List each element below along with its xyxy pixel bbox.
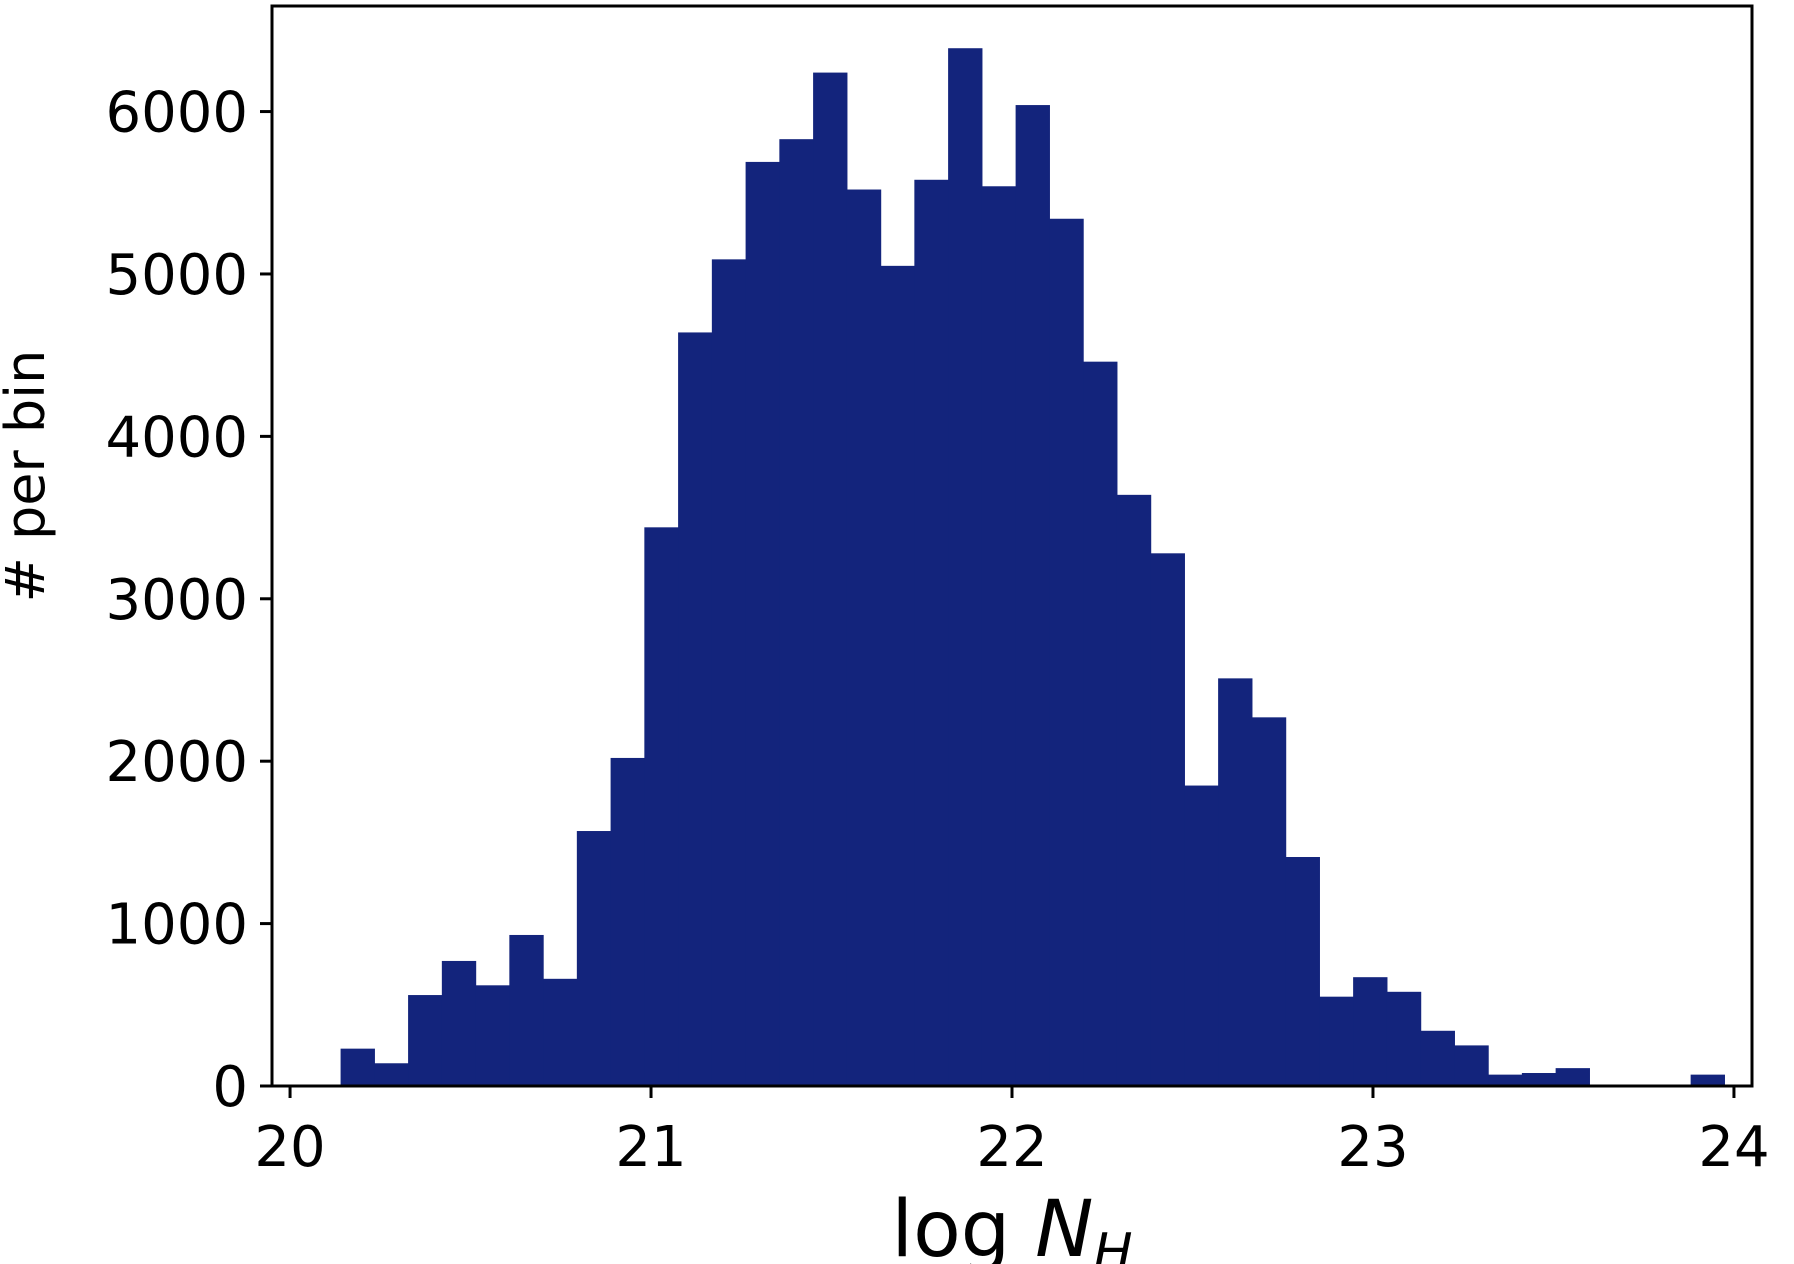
x-axis-label-subscript: H (1093, 1223, 1132, 1264)
histogram-bar (509, 934, 544, 1086)
y-tick-label: 6000 (105, 81, 248, 146)
y-axis-ticks: 0 1000 2000 3000 4000 5000 6000 (105, 81, 272, 1120)
histogram-bar (846, 189, 882, 1086)
histogram-bar (1218, 678, 1253, 1086)
histogram-bar (1319, 996, 1354, 1086)
histogram-bar (441, 960, 477, 1086)
histogram-bar (1285, 857, 1320, 1086)
histogram-bar (678, 332, 713, 1086)
histogram-bar (779, 139, 814, 1087)
histogram-bar (610, 757, 645, 1086)
histogram-bar (880, 265, 915, 1086)
histogram-bar (711, 259, 747, 1086)
x-tick-label: 23 (1337, 1115, 1408, 1180)
histogram-bar (408, 995, 443, 1086)
histogram-bar (576, 831, 612, 1086)
histogram-bar (1015, 105, 1050, 1086)
histogram-bar (1353, 977, 1388, 1086)
x-axis-label-symbol: N (1035, 1185, 1093, 1264)
histogram-bar (1555, 1068, 1590, 1086)
histogram-bar (1251, 717, 1287, 1086)
histogram-bar (340, 1048, 375, 1086)
y-axis-label: # per bin (0, 350, 57, 603)
x-tick-label: 21 (615, 1115, 686, 1180)
y-tick-label: 2000 (105, 730, 248, 795)
histogram-bar (644, 527, 679, 1086)
histogram-bar (813, 72, 848, 1086)
x-tick-label: 20 (254, 1115, 325, 1180)
y-tick-label: 4000 (105, 405, 248, 470)
histogram-bar (1386, 991, 1422, 1086)
y-tick-label: 0 (212, 1055, 248, 1120)
histogram-bar (1420, 1030, 1455, 1086)
y-tick-label: 1000 (105, 893, 248, 958)
histogram-bar (543, 978, 578, 1086)
histogram-bar (948, 48, 983, 1086)
x-axis-label: log NH (891, 1185, 1132, 1264)
histogram-bar (1454, 1045, 1489, 1086)
histogram-bar (1150, 553, 1185, 1086)
bars-group (340, 48, 1725, 1087)
histogram-bar (981, 186, 1017, 1086)
histogram-bar (1049, 218, 1084, 1086)
histogram-bar (914, 179, 949, 1087)
x-axis-ticks: 20 21 22 23 24 (254, 1086, 1770, 1180)
x-tick-label: 24 (1698, 1115, 1769, 1180)
histogram-bar (1083, 361, 1118, 1086)
histogram-bar (1488, 1074, 1523, 1086)
y-tick-label: 3000 (105, 568, 248, 633)
histogram-bar (475, 985, 510, 1086)
histogram-bar (374, 1063, 409, 1086)
y-tick-label: 5000 (105, 243, 248, 308)
x-tick-label: 22 (976, 1115, 1047, 1180)
histogram-bar (1116, 494, 1152, 1086)
histogram-bar (745, 161, 780, 1086)
histogram-bar (1521, 1073, 1557, 1086)
histogram-bar (1690, 1074, 1725, 1086)
histogram-bar (1184, 785, 1219, 1086)
x-axis-label-log: log (891, 1185, 1035, 1264)
